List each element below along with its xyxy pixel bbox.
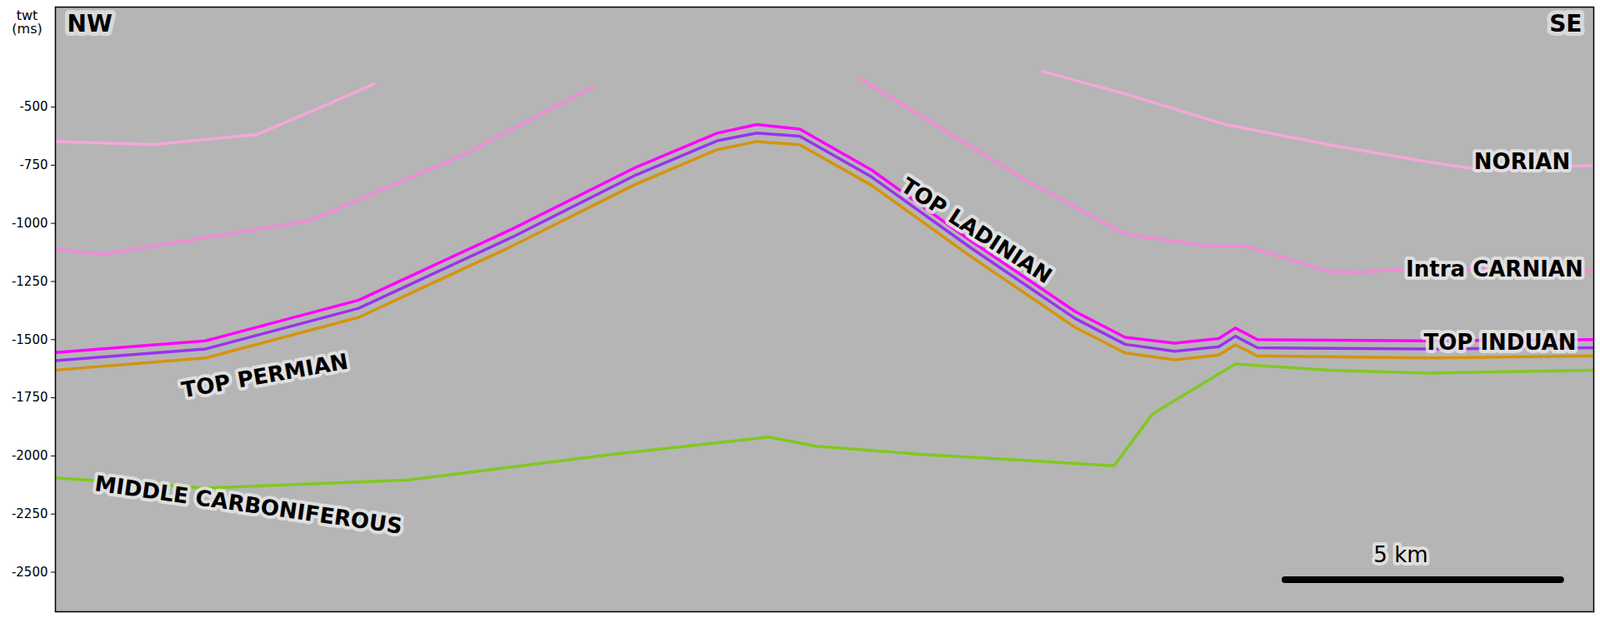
svg-text:MIDDLE CARBONIFEROUS: MIDDLE CARBONIFEROUS [93,470,405,540]
svg-text:TOP INDUAN: TOP INDUAN [1423,330,1576,355]
svg-text:twt(ms): twt(ms) [11,7,42,37]
svg-text:-750: -750 [19,157,48,173]
svg-text:5 km: 5 km [1373,542,1428,568]
svg-text:-2000: -2000 [11,448,49,464]
svg-text:-1250: -1250 [11,274,49,290]
svg-text:SE: SE [1549,10,1582,38]
svg-text:-1000: -1000 [11,215,49,231]
svg-text:TOP PERMIAN: TOP PERMIAN [180,349,350,404]
svg-text:-2500: -2500 [11,565,49,580]
svg-text:NORIAN: NORIAN [1474,149,1570,175]
svg-text:-500: -500 [19,99,48,115]
svg-text:-1500: -1500 [11,332,49,348]
svg-text:TOP LADINIAN: TOP LADINIAN [896,172,1057,289]
svg-text:Intra CARNIAN: Intra CARNIAN [1405,256,1584,282]
svg-text:NW: NW [67,10,113,38]
svg-text:-1750: -1750 [11,390,49,405]
svg-text:-2250: -2250 [11,506,49,522]
